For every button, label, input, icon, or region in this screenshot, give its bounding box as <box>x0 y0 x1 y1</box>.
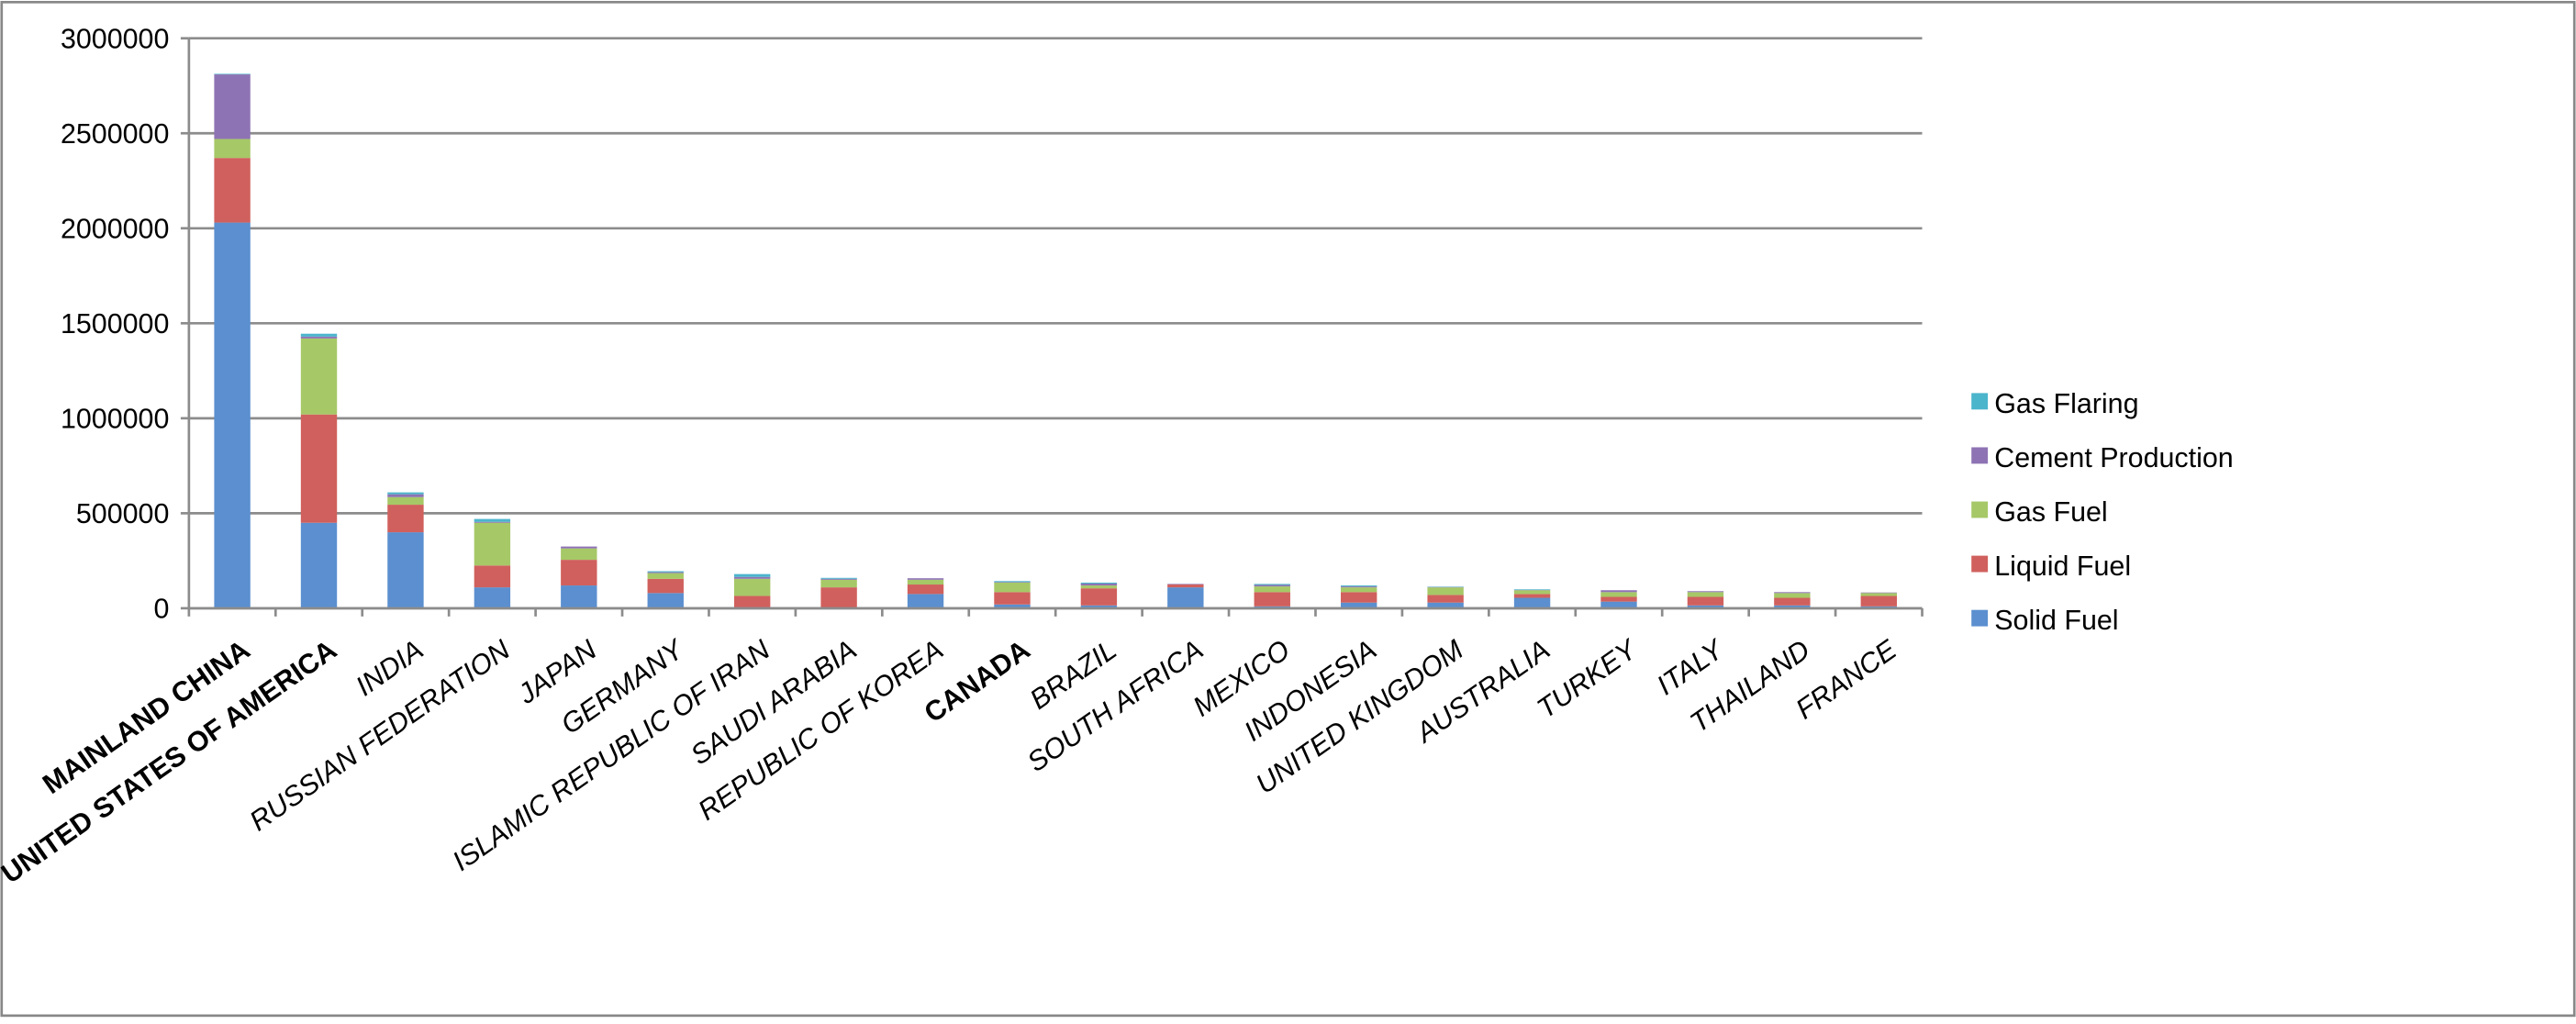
legend-swatch <box>1971 447 1988 463</box>
legend-label: Cement Production <box>1994 442 2233 473</box>
bar-segment <box>301 523 337 608</box>
bar-segment <box>1514 590 1550 594</box>
y-tick-label: 2500000 <box>61 118 169 150</box>
bar-segment <box>474 565 510 587</box>
bar-segment <box>1514 594 1550 597</box>
bar-segment <box>994 583 1030 592</box>
bar-segment <box>734 574 770 577</box>
bar-segment <box>1427 595 1463 602</box>
y-tick-label: 1000000 <box>61 404 169 435</box>
bar-segment <box>301 415 337 523</box>
bar-segment <box>214 73 250 74</box>
bar-segment <box>1861 593 1897 594</box>
bar-segment <box>1774 593 1810 597</box>
y-tick-label: 1500000 <box>61 308 169 339</box>
legend-swatch <box>1971 502 1988 518</box>
bar-segment <box>648 593 684 608</box>
bar-segment <box>1514 598 1550 608</box>
bar-segment <box>648 572 684 573</box>
bar-segment <box>1688 596 1723 605</box>
bar-segment <box>387 505 423 532</box>
bar-segment <box>214 158 250 222</box>
bar-segment <box>1255 586 1290 592</box>
bar-segment <box>1514 589 1550 590</box>
bar-segment <box>994 592 1030 604</box>
bar-segment <box>474 522 510 523</box>
bar-segment <box>1688 592 1723 596</box>
legend-swatch <box>1971 393 1988 409</box>
legend-label: Gas Flaring <box>1994 388 2138 419</box>
bar-segment <box>301 337 337 339</box>
bar-segment <box>820 578 856 579</box>
bar-segment <box>648 579 684 594</box>
y-tick-label: 500000 <box>76 498 170 529</box>
bar-segment <box>1774 592 1810 593</box>
bar-segment <box>1341 585 1377 586</box>
bar-segment <box>908 580 943 584</box>
y-tick-label: 2000000 <box>61 214 169 245</box>
bar-segment <box>1255 584 1290 586</box>
bar-segment <box>474 587 510 608</box>
bar-segment <box>1081 588 1117 606</box>
y-tick-label: 3000000 <box>61 23 169 54</box>
bar-segment <box>561 560 597 585</box>
bar-segment <box>820 580 856 587</box>
bar-segment <box>1081 585 1117 588</box>
bar-segment <box>908 594 943 608</box>
bar-segment <box>1600 592 1636 596</box>
bar-segment <box>1341 586 1377 587</box>
bar-segment <box>561 547 597 549</box>
legend-label: Solid Fuel <box>1994 605 2118 636</box>
bar-segment <box>734 595 770 607</box>
bar-segment <box>994 582 1030 583</box>
bar-segment <box>561 585 597 608</box>
bar-segment <box>301 334 337 337</box>
bar-segment <box>214 223 250 608</box>
bar-segment <box>1861 593 1897 595</box>
legend-label: Gas Fuel <box>1994 496 2107 528</box>
bar-segment <box>1341 592 1377 602</box>
bar-segment <box>1081 583 1117 584</box>
bar-segment <box>908 584 943 594</box>
bar-segment <box>1600 596 1636 601</box>
bar-segment <box>1081 584 1117 585</box>
bar-segment <box>474 519 510 522</box>
bar-segment <box>387 495 423 497</box>
bar-segment <box>214 74 250 139</box>
bar-segment <box>387 532 423 608</box>
bar-segment <box>1167 587 1203 608</box>
bar-segment <box>1255 592 1290 607</box>
bar-segment <box>1688 591 1723 592</box>
bar-segment <box>734 577 770 579</box>
bar-segment <box>1861 595 1897 606</box>
bar-segment <box>561 549 597 560</box>
legend-swatch <box>1971 556 1988 573</box>
bar-segment <box>214 139 250 158</box>
bar-segment <box>387 497 423 505</box>
bar-segment <box>301 339 337 415</box>
bar-segment <box>820 579 856 580</box>
bar-segment <box>1427 587 1463 595</box>
bar-segment <box>1774 598 1810 606</box>
bar-segment <box>648 573 684 579</box>
legend-label: Liquid Fuel <box>1994 551 2131 582</box>
bar-segment <box>387 493 423 495</box>
bar-segment <box>994 581 1030 582</box>
bar-segment <box>820 587 856 608</box>
bar-segment <box>1600 590 1636 592</box>
y-tick-label: 0 <box>153 594 169 625</box>
bar-segment <box>734 579 770 596</box>
bar-segment <box>1167 584 1203 587</box>
bar-segment <box>474 523 510 566</box>
bar-segment <box>1341 587 1377 592</box>
bar-segment <box>908 578 943 580</box>
legend-swatch <box>1971 610 1988 627</box>
